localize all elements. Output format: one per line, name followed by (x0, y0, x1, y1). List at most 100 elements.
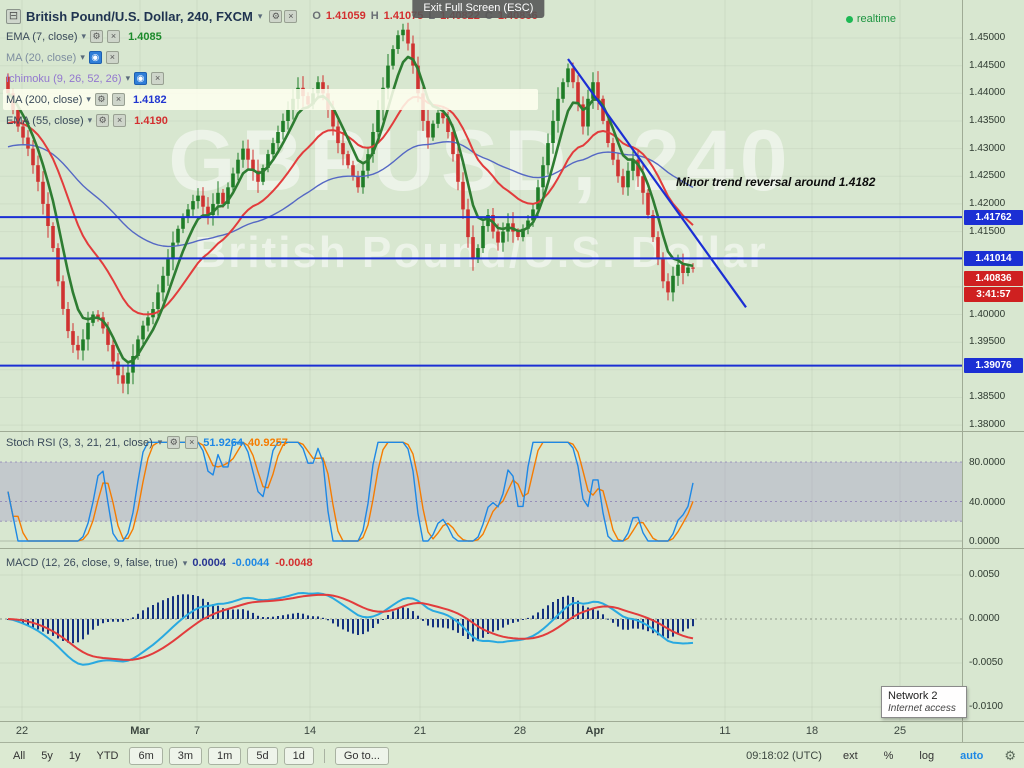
chevron-down-icon: ▾ (81, 31, 87, 41)
close-button[interactable]: × (111, 93, 125, 106)
gear-button[interactable]: ⚙ (96, 114, 110, 127)
close-button[interactable]: × (151, 72, 165, 85)
realtime-dot-icon (845, 15, 853, 23)
time-label: 7 (193, 725, 201, 737)
chevron-down-icon: ▾ (80, 52, 85, 62)
bottom-toolbar: All 5y 1y YTD 6m 3m 1m 5d 1d Go to... 09:18:02 (U… (0, 742, 1024, 768)
stoch-d-value: 40.9257 (248, 436, 288, 449)
gear-button[interactable]: ⚙ (167, 436, 181, 449)
scale-button-auto[interactable]: auto (960, 749, 984, 762)
indicator-label: EMA (55, close) (6, 114, 84, 127)
trend-annotation-text: Minor trend reversal around 1.4182 (676, 174, 876, 189)
macd-label[interactable]: MACD (12, 26, close, 9, false, true) (6, 557, 178, 569)
range-button-6m[interactable]: 6m (129, 746, 163, 765)
range-button-3m[interactable]: 3m (168, 746, 203, 765)
price-tick: 1.40000 (969, 308, 1006, 320)
price-tick: 1.39500 (969, 336, 1006, 348)
time-label: Apr (585, 725, 605, 737)
toolbar-separator (323, 748, 325, 763)
legend-row-2[interactable]: MA (20, close) ▾ ◉ × (6, 47, 538, 68)
goto-button[interactable]: Go to... (334, 746, 389, 765)
chevron-down-icon: ▾ (125, 73, 131, 83)
stoch-rsi-pane[interactable]: Stoch RSI (3, 3, 21, 21, close) ▾ ⚙ × 51… (0, 432, 962, 548)
scale-button-log[interactable]: log (919, 749, 935, 762)
close-button[interactable]: × (284, 9, 298, 23)
price-tick: 1.43500 (969, 114, 1006, 126)
macd-tick: -0.0100 (969, 701, 1003, 712)
watermark-name: British Pound/U.S. Dollar (194, 228, 768, 277)
eye-button[interactable]: ◉ (88, 51, 102, 64)
close-button[interactable]: × (113, 114, 127, 127)
macd-tick: 0.0050 (969, 569, 1000, 580)
time-label: 22 (15, 725, 29, 737)
price-tick: 1.38500 (969, 391, 1006, 403)
macd-value: -0.0048 (275, 557, 313, 569)
time-label: 18 (805, 725, 819, 737)
indicator-label: MA (20, close) (6, 51, 77, 64)
macd-tick: 0.0000 (969, 613, 1000, 624)
price-tick: 1.41500 (969, 225, 1006, 237)
gear-button[interactable]: ⚙ (269, 9, 283, 23)
scale-button-percent[interactable]: % (883, 749, 894, 762)
menu-icon[interactable]: ⊟ (6, 8, 21, 24)
stoch-tick: 80.0000 (969, 457, 1006, 468)
range-button-1d[interactable]: 1d (283, 746, 314, 765)
gear-button[interactable]: ⚙ (90, 30, 104, 43)
time-axis[interactable]: 22 Mar 7 14 21 28 Apr 11 18 25 (0, 722, 1024, 742)
stoch-rsi-svg (0, 432, 962, 548)
network-name: Network 2 (888, 690, 938, 702)
eye-button[interactable]: ◉ (134, 72, 148, 85)
macd-pane[interactable]: MACD (12, 26, close, 9, false, true) ▾ 0… (0, 549, 962, 721)
range-button-5y[interactable]: 5y (41, 749, 53, 762)
scale-button-ext[interactable]: ext (842, 749, 858, 762)
pane-divider[interactable] (0, 548, 1024, 549)
time-label: 25 (893, 725, 907, 737)
legend-row-4[interactable]: MA (200, close) ▾ ⚙ × 1.4182 (3, 89, 538, 110)
close-button[interactable]: × (105, 51, 119, 64)
legend-row-1[interactable]: EMA (7, close) ▾ ⚙ × 1.4085 (6, 26, 538, 47)
ohlc-key: H (370, 10, 379, 22)
time-label: 11 (719, 725, 731, 737)
time-label: 21 (413, 725, 427, 737)
price-badge: 1.39076 (964, 358, 1023, 374)
range-button-all[interactable]: All (13, 749, 26, 762)
range-button-1m[interactable]: 1m (208, 746, 242, 765)
price-axis[interactable]: 1.45000 1.44500 1.44000 1.43500 1.43000 1.425… (962, 0, 1024, 742)
price-tick: 1.38000 (969, 419, 1006, 431)
gear-button[interactable]: ⚙ (94, 93, 108, 106)
settings-gear-icon[interactable]: ⚙ (1004, 747, 1016, 763)
price-pane[interactable]: GBPUSD, 240 British Pound/U.S. Dollar Mi… (0, 0, 962, 431)
chevron-down-icon[interactable]: ▾ (157, 437, 163, 447)
stoch-k-value: 51.9264 (203, 436, 244, 449)
symbol-title[interactable]: British Pound/U.S. Dollar, 240, FXCM (26, 8, 253, 24)
indicator-value: 1.4182 (132, 93, 167, 106)
chevron-down-icon[interactable]: ▾ (182, 557, 188, 568)
macd-value: -0.0044 (231, 557, 270, 569)
indicator-value: 1.4190 (134, 114, 168, 127)
exit-fullscreen-tooltip: Exit Full Screen (ESC) (412, 0, 545, 18)
stoch-rsi-label[interactable]: Stoch RSI (3, 3, 21, 21, close) (6, 436, 153, 449)
legend-row-5[interactable]: EMA (55, close) ▾ ⚙ × 1.4190 (6, 110, 538, 131)
range-button-5d[interactable]: 5d (247, 746, 278, 765)
clock-utc: 09:18:02 (UTC) (746, 749, 822, 762)
price-tick: 1.45000 (969, 32, 1006, 43)
network-status: Internet access (888, 703, 956, 714)
ohlc-key: O (312, 10, 321, 22)
range-button-1y[interactable]: 1y (68, 749, 81, 762)
price-badge: 1.41014 (964, 250, 1023, 266)
network-tooltip: Network 2 Internet access (881, 686, 967, 718)
close-button[interactable]: × (107, 30, 121, 43)
range-button-ytd[interactable]: YTD (96, 749, 119, 762)
macd-value: 0.0004 (192, 557, 226, 569)
stoch-rsi-legend: Stoch RSI (3, 3, 21, 21, close) ▾ ⚙ × 51… (6, 436, 288, 449)
close-button[interactable]: × (185, 436, 199, 449)
price-tick: 1.44500 (969, 59, 1006, 71)
chevron-down-icon[interactable]: ▾ (257, 10, 263, 21)
realtime-label: realtime (856, 13, 896, 25)
price-badge: 1.40836 (964, 270, 1023, 286)
legend-row-3[interactable]: Ichimoku (9, 26, 52, 26) ▾ ◉ × (6, 68, 538, 89)
indicator-value: 1.4085 (128, 30, 162, 43)
macd-svg (0, 549, 962, 721)
pane-divider[interactable] (0, 431, 1024, 432)
price-tick: 1.42500 (969, 170, 1006, 182)
